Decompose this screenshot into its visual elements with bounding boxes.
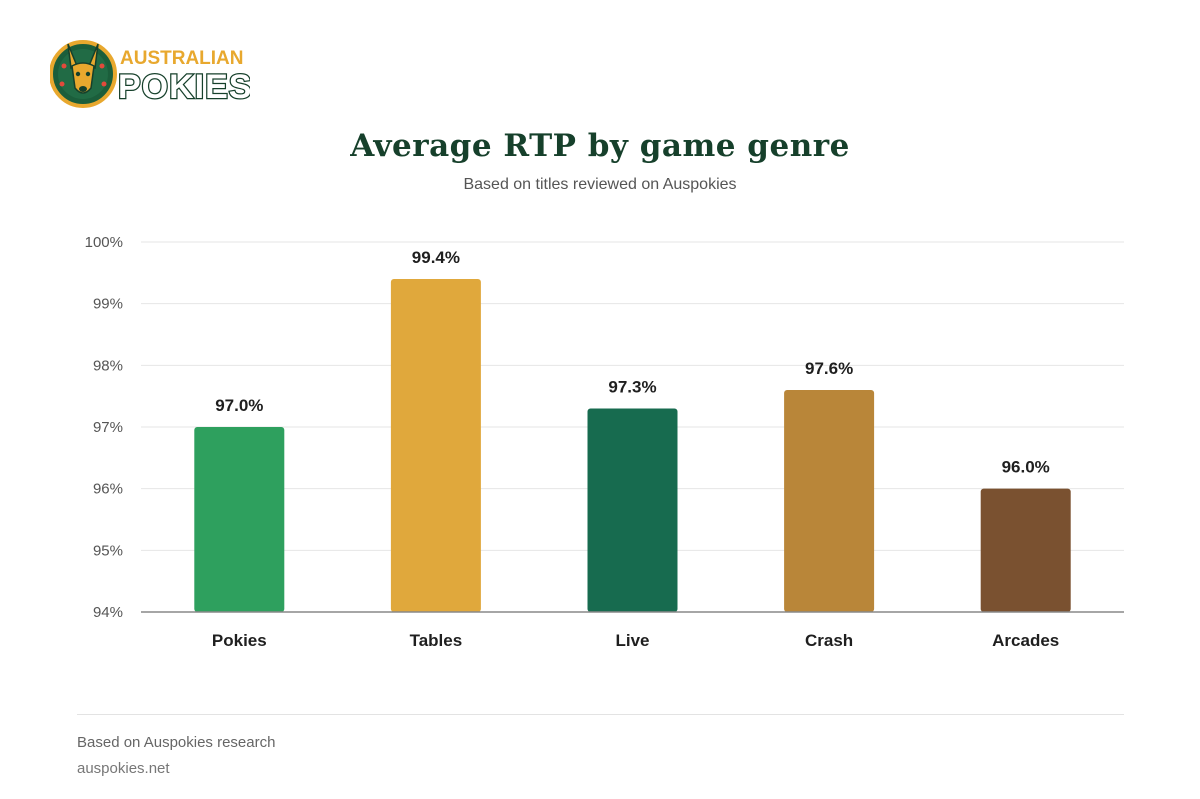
bar-arcades — [980, 488, 1071, 612]
x-axis-labels: Pokies Tables Live Crash Arcades — [212, 631, 1059, 650]
logo-line1: AUSTRALIAN — [120, 48, 244, 69]
category-label: Pokies — [212, 631, 267, 650]
bar-tables — [390, 279, 481, 612]
value-label: 99.4% — [412, 248, 460, 267]
y-tick-label: 96% — [93, 481, 123, 498]
y-tick-label: 94% — [93, 604, 123, 621]
category-label: Live — [615, 631, 649, 650]
value-label: 96.0% — [1002, 458, 1050, 477]
y-tick-label: 100% — [85, 234, 123, 251]
footer-site-link[interactable]: auspokies.net — [77, 760, 170, 777]
chart-title: Average RTP by game genre — [350, 128, 850, 164]
value-label: 97.6% — [805, 359, 853, 378]
category-label: Crash — [805, 631, 853, 650]
category-label: Arcades — [992, 631, 1059, 650]
logo-line2: POKIES — [118, 68, 250, 106]
bar-pokies — [194, 427, 285, 612]
y-tick-label: 95% — [93, 542, 123, 559]
y-tick-label: 98% — [93, 357, 123, 374]
bar-live — [587, 408, 678, 612]
value-label: 97.3% — [608, 378, 656, 397]
bar-crash — [784, 390, 875, 612]
y-axis-ticks: 94% 95% 96% 97% 98% 99% 100% — [85, 234, 123, 621]
footer-source: Based on Auspokies research — [77, 734, 276, 751]
y-tick-label: 97% — [93, 419, 123, 436]
brand-logo: AUSTRALIAN POKIES — [50, 40, 250, 108]
y-tick-label: 99% — [93, 296, 123, 313]
bars — [194, 279, 1071, 612]
value-label: 97.0% — [215, 396, 263, 415]
footer-divider — [77, 714, 1124, 715]
bar-chart: 94%95%96%97%98%99%100% 97.0%99.4%97.3%97… — [85, 234, 1124, 650]
chart-subtitle: Based on titles reviewed on Auspokies — [463, 176, 737, 193]
kangaroo-icon — [50, 40, 117, 108]
category-label: Tables — [410, 631, 463, 650]
value-labels: 97.0% 99.4% 97.3% 97.6% 96.0% — [215, 248, 1050, 477]
